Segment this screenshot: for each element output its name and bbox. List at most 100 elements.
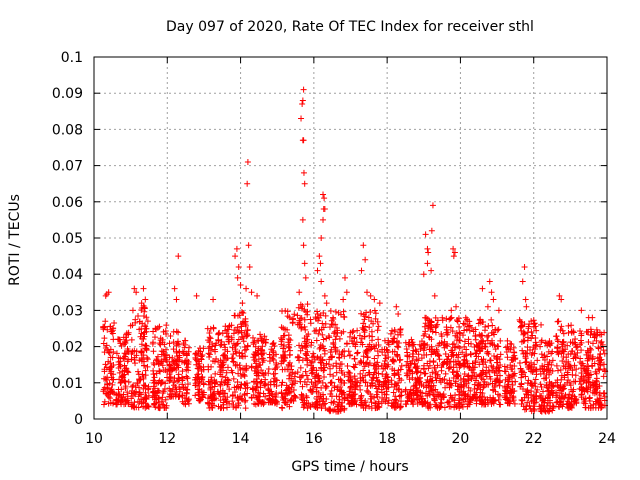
data-point [578, 347, 585, 354]
data-point [577, 341, 584, 348]
data-point [221, 380, 228, 387]
data-point [303, 381, 310, 388]
data-point [451, 397, 458, 404]
data-point [273, 361, 280, 368]
data-point [138, 391, 145, 398]
data-point [414, 392, 421, 399]
data-point [448, 380, 455, 387]
data-point [168, 393, 175, 400]
data-point [538, 383, 545, 390]
data-point [199, 374, 206, 381]
data-point [389, 403, 396, 410]
data-point [198, 387, 205, 394]
data-point [262, 393, 269, 400]
data-point [597, 357, 604, 364]
data-point [301, 323, 308, 330]
data-point [408, 391, 415, 398]
data-point [101, 324, 108, 330]
y-tick-label: 0.01 [52, 376, 83, 392]
data-point [218, 378, 225, 385]
data-point [492, 368, 499, 375]
data-point [269, 347, 276, 354]
y-tick-label: 0 [74, 412, 83, 428]
data-point [304, 301, 311, 308]
data-point [540, 388, 547, 395]
x-tick-label: 18 [378, 431, 396, 447]
data-point [131, 389, 138, 396]
data-point [367, 395, 374, 402]
data-point [437, 392, 444, 399]
data-point [287, 397, 294, 404]
data-point [105, 358, 112, 365]
data-point [398, 377, 405, 384]
data-point [472, 358, 479, 365]
data-point [137, 376, 144, 383]
data-point [180, 340, 187, 347]
data-point [375, 378, 382, 385]
x-tick-label: 10 [85, 431, 103, 447]
data-point [334, 329, 341, 336]
data-point [235, 384, 242, 391]
data-point [429, 328, 436, 335]
data-point [225, 333, 232, 340]
data-point [118, 342, 125, 349]
data-point [564, 369, 571, 376]
data-point [443, 326, 450, 333]
data-point [311, 328, 318, 335]
data-point [491, 397, 498, 404]
data-point [236, 393, 243, 400]
data-point [494, 372, 501, 379]
data-point [140, 382, 147, 389]
data-point [184, 381, 191, 388]
data-point [528, 398, 535, 405]
data-point [180, 384, 187, 391]
data-point [461, 338, 468, 345]
data-point [447, 381, 454, 388]
data-point [230, 359, 237, 366]
data-point [428, 267, 435, 274]
data-point [520, 350, 527, 357]
data-point [304, 311, 311, 318]
data-point [116, 336, 123, 343]
data-point [375, 323, 382, 330]
data-point [151, 379, 158, 386]
data-point [352, 343, 359, 350]
data-point [397, 403, 404, 410]
data-point [458, 381, 465, 388]
data-point [508, 341, 515, 348]
data-point [591, 331, 598, 338]
data-point [253, 384, 260, 391]
data-point [250, 339, 257, 346]
data-point [220, 367, 227, 374]
data-point [132, 360, 139, 367]
data-point [183, 366, 190, 373]
data-point [216, 329, 223, 336]
data-point [567, 364, 574, 371]
data-point [230, 404, 237, 411]
data-point [360, 320, 367, 327]
data-point [279, 336, 286, 343]
data-point [109, 389, 116, 396]
data-point [129, 383, 136, 390]
data-point [145, 392, 152, 399]
data-point [269, 341, 276, 348]
data-point [371, 394, 378, 401]
data-point [270, 371, 277, 378]
data-point [453, 329, 460, 336]
data-point [325, 406, 332, 413]
data-point [444, 399, 451, 406]
data-point [343, 340, 350, 347]
data-point [297, 321, 304, 328]
data-point [517, 323, 524, 330]
data-point [171, 285, 178, 292]
data-point [254, 337, 261, 344]
data-point [150, 367, 157, 374]
data-point [278, 382, 285, 389]
data-point [577, 359, 584, 366]
data-point [321, 206, 328, 213]
data-point [223, 369, 230, 376]
data-point [139, 356, 146, 363]
data-point [132, 316, 139, 323]
data-point [436, 375, 443, 382]
data-point [368, 399, 375, 406]
